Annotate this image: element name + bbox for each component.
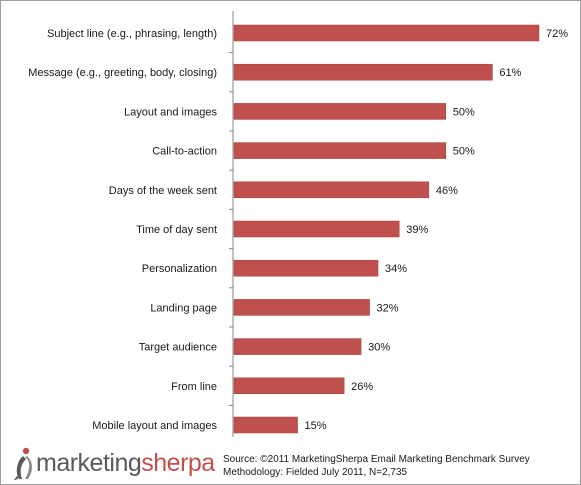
- category-label: Mobile layout and images: [92, 420, 217, 432]
- value-label: 61%: [499, 67, 521, 79]
- logo-wordmark: marketingsherpa: [36, 448, 215, 478]
- category-label: Subject line (e.g., phrasing, length): [47, 28, 217, 40]
- category-label: From line: [171, 381, 217, 393]
- value-label: 50%: [453, 106, 475, 118]
- bar: [233, 259, 379, 277]
- bar-chart: Subject line (e.g., phrasing, length) 72%…: [28, 11, 568, 437]
- bar: [233, 299, 370, 316]
- value-label: 72%: [546, 28, 568, 40]
- value-label: 46%: [436, 185, 458, 197]
- source-line: Source: ©2011 MarketingSherpa Email Mark…: [223, 454, 530, 465]
- logo-word-marketing: marketing: [36, 449, 142, 477]
- marketingsherpa-logo: marketingsherpa: [13, 444, 215, 482]
- bar: [233, 416, 298, 434]
- category-label: Call-to-action: [152, 146, 217, 158]
- bar: [233, 220, 400, 238]
- category-label: Personalization: [142, 263, 217, 275]
- value-label: 32%: [377, 302, 399, 314]
- category-label: Days of the week sent: [109, 185, 217, 197]
- methodology-line: Methodology: Fielded July 2011, N=2,735: [223, 467, 408, 478]
- bar: [233, 24, 540, 42]
- sherpa-figure-logo-icon: [14, 447, 32, 480]
- bar: [233, 103, 447, 120]
- value-label: 39%: [406, 224, 428, 236]
- category-label: Time of day sent: [136, 224, 217, 236]
- category-label: Target audience: [139, 342, 217, 354]
- value-label: 26%: [351, 381, 373, 393]
- value-label: 15%: [305, 420, 327, 432]
- bar: [233, 377, 345, 395]
- bar: [233, 63, 493, 81]
- category-label: Message (e.g., greeting, body, closing): [28, 67, 217, 79]
- source-note: Source: ©2011 MarketingSherpa Email Mark…: [223, 453, 530, 479]
- value-label: 30%: [368, 342, 390, 354]
- bar: [233, 338, 362, 355]
- category-label: Landing page: [150, 302, 217, 314]
- logo-word-sherpa: sherpa: [141, 449, 215, 477]
- value-label: 50%: [453, 146, 475, 158]
- value-label: 34%: [385, 263, 407, 275]
- category-label: Layout and images: [124, 106, 217, 118]
- bar: [233, 142, 447, 159]
- bar: [233, 181, 430, 199]
